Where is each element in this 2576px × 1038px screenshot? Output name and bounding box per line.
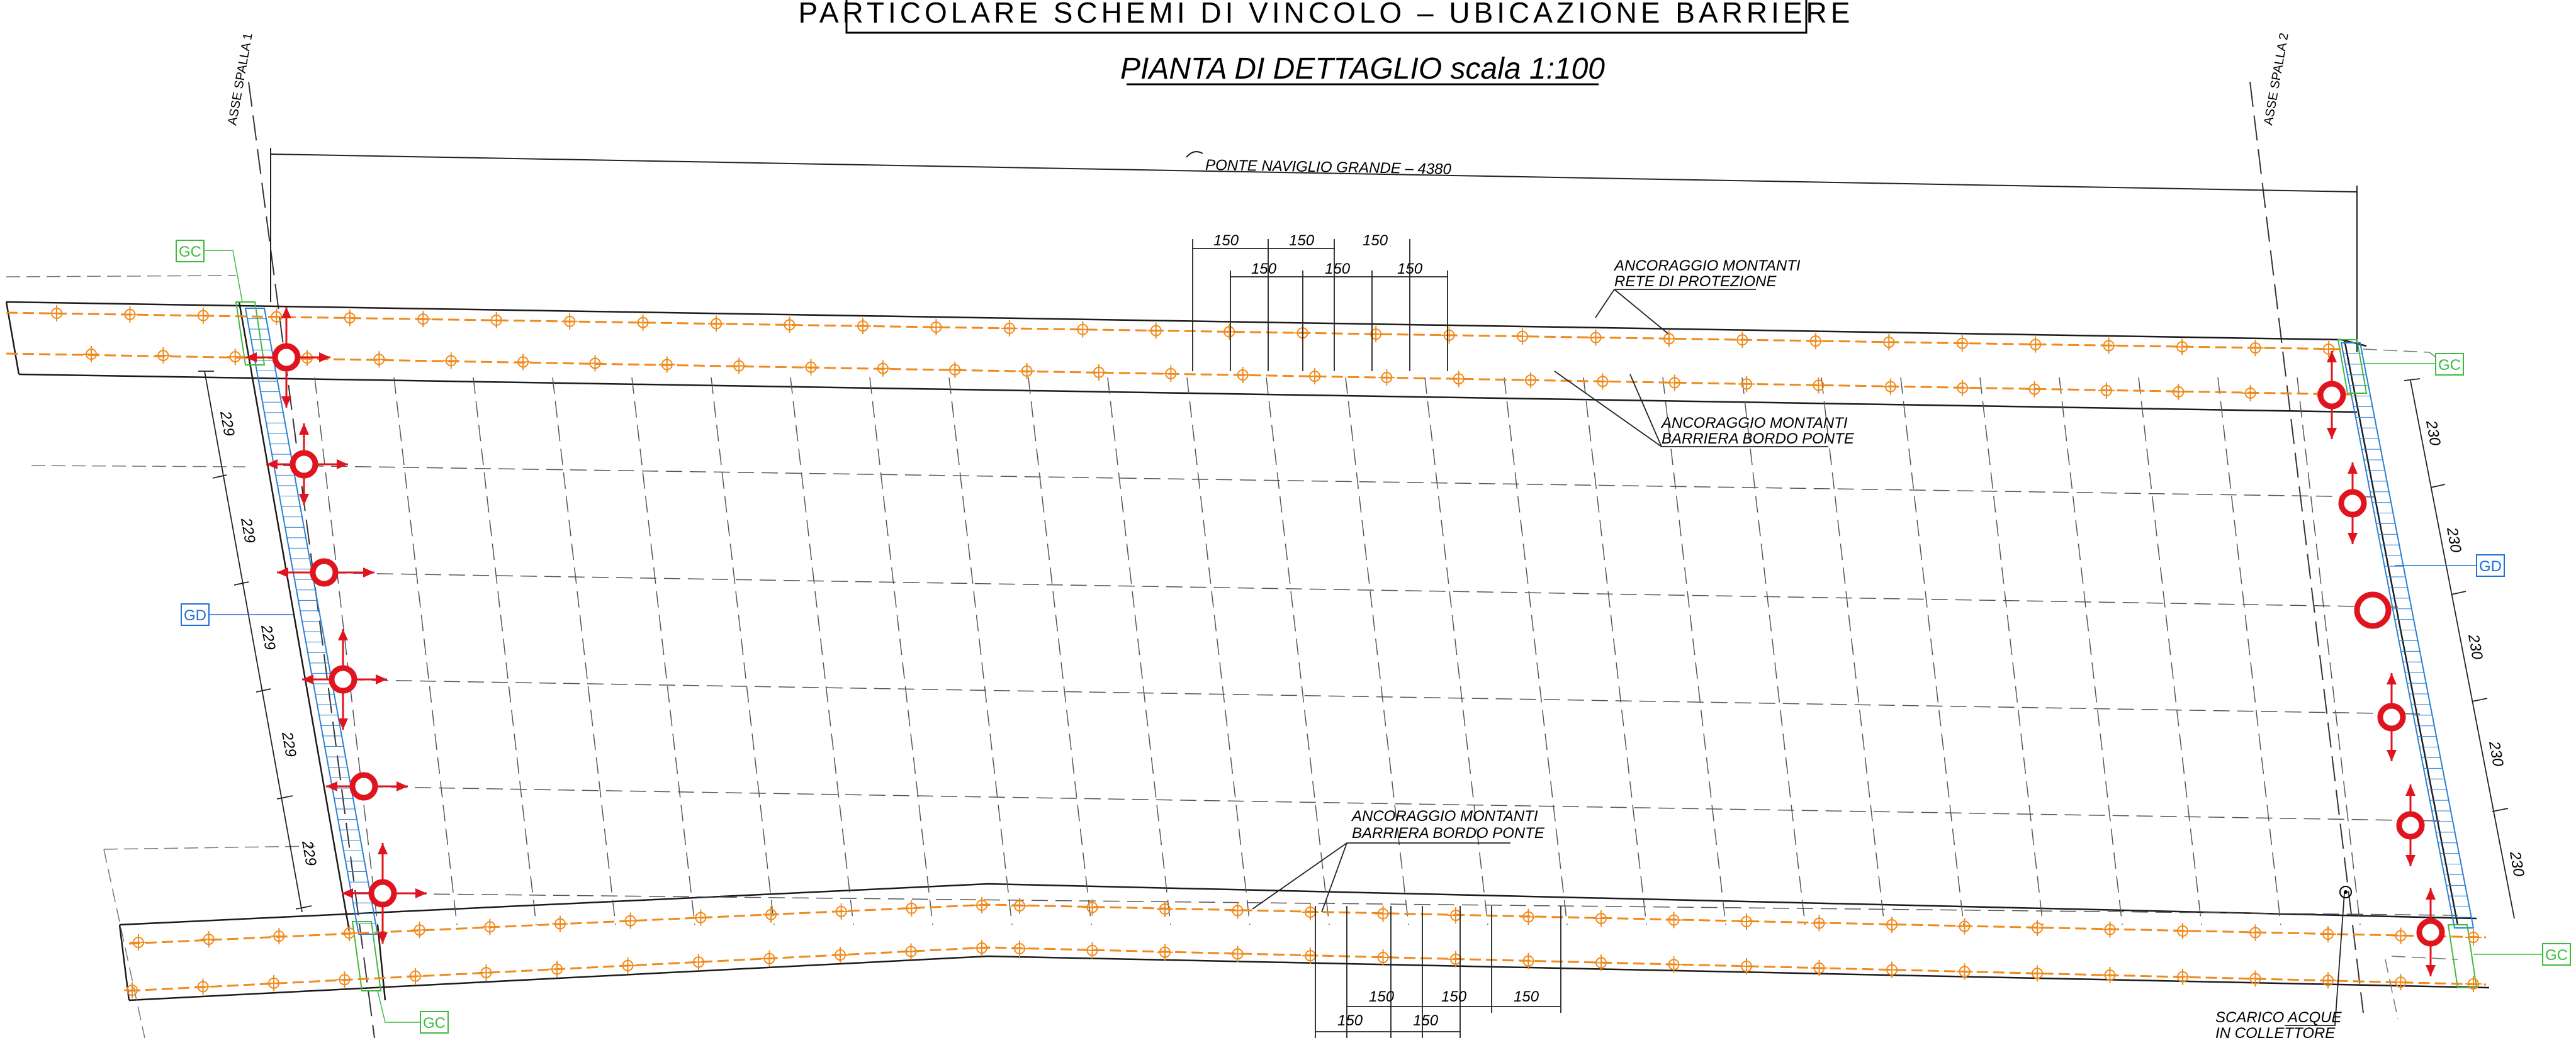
right-dim-1: 230 [2422,418,2444,447]
top-dim-a3: 150 [1363,232,1388,249]
tag-gc-bottom-left: GC [377,990,449,1034]
svg-text:GC: GC [423,1015,446,1032]
overall-length-dimension [270,148,2358,352]
left-dim-4: 229 [278,730,300,758]
tag-gc-top-left: GC [176,240,243,303]
drain-label-2: IN COLLETTORE [2215,1025,2336,1038]
abutment-strips [235,301,2478,991]
tag-gc-top-right: GC [2363,353,2464,376]
right-spacing-dimension [2404,378,2515,919]
bottom-spacing-dimension [1315,906,1561,1038]
svg-text:GC: GC [2438,357,2461,374]
right-dim-2: 230 [2443,525,2465,554]
barrier-anchor-bottom-label-1: ANCORAGGIO MONTANTI [1351,808,1538,825]
top-dim-b1: 150 [1251,260,1277,277]
bottom-dim-b1: 150 [1337,1012,1363,1029]
left-spacing-dimension [198,371,312,913]
net-anchor-label-1: ANCORAGGIO MONTANTI [1613,257,1801,274]
right-dim-5: 230 [2506,849,2528,878]
bottom-dim-a3: 150 [1514,988,1539,1005]
top-dim-a2: 150 [1289,232,1315,249]
bottom-dim-a1: 150 [1369,988,1395,1005]
drawing-title: PARTICOLARE SCHEMI DI VINCOLO – UBICAZIO… [799,0,1854,29]
svg-text:GD: GD [184,607,206,624]
top-dim-a1: 150 [1213,232,1239,249]
deck-grid [283,377,2458,925]
abutment-axes [248,81,2364,1038]
axis-label-left: ASSE SPALLA 1 [225,32,255,126]
left-dim-1: 229 [217,409,238,437]
left-dim-5: 229 [298,839,320,867]
top-dim-b2: 150 [1325,260,1351,277]
bridge-length-label: PONTE NAVIGLIO GRANDE – 4380 [1205,157,1452,178]
svg-text:GD: GD [2479,558,2502,575]
tag-gc-bottom-right: GC [2473,943,2571,966]
svg-text:GC: GC [2545,947,2568,964]
bearing-symbols [245,307,2445,976]
tag-gd-right: GD [2395,554,2505,577]
right-dim-4: 230 [2485,739,2507,768]
left-dim-3: 229 [257,623,279,651]
barrier-anchor-top-label-2: BARRIERA BORDO PONTE [1662,430,1855,447]
svg-text:GC: GC [179,243,201,260]
left-dim-2: 229 [237,516,259,544]
drain-symbol [2339,886,2352,898]
annotation-leaders [1252,289,2345,1026]
barrier-anchor-bottom-label-2: BARRIERA BORDO PONTE [1352,825,1545,842]
top-dim-b3: 150 [1397,260,1423,277]
bottom-dim-a2: 150 [1441,988,1467,1005]
bottom-dim-b2: 150 [1413,1012,1439,1029]
barrier-anchor-top-label-1: ANCORAGGIO MONTANTI [1660,415,1848,432]
anchor-markers [48,305,2482,998]
drain-label-1: SCARICO ACQUE [2215,1009,2342,1026]
drawing-subtitle: PIANTA DI DETTAGLIO scala 1:100 [1120,52,1605,86]
right-dim-3: 230 [2465,632,2486,661]
net-anchor-label-2: RETE DI PROTEZIONE [1614,273,1777,290]
tag-gd-left: GD [181,603,293,626]
wingwall-outlines [6,275,2458,1038]
axis-label-right: ASSE SPALLA 2 [2261,32,2291,126]
top-spacing-dimension [1192,239,1448,371]
title-block: PARTICOLARE SCHEMI DI VINCOLO – UBICAZIO… [799,0,1854,86]
